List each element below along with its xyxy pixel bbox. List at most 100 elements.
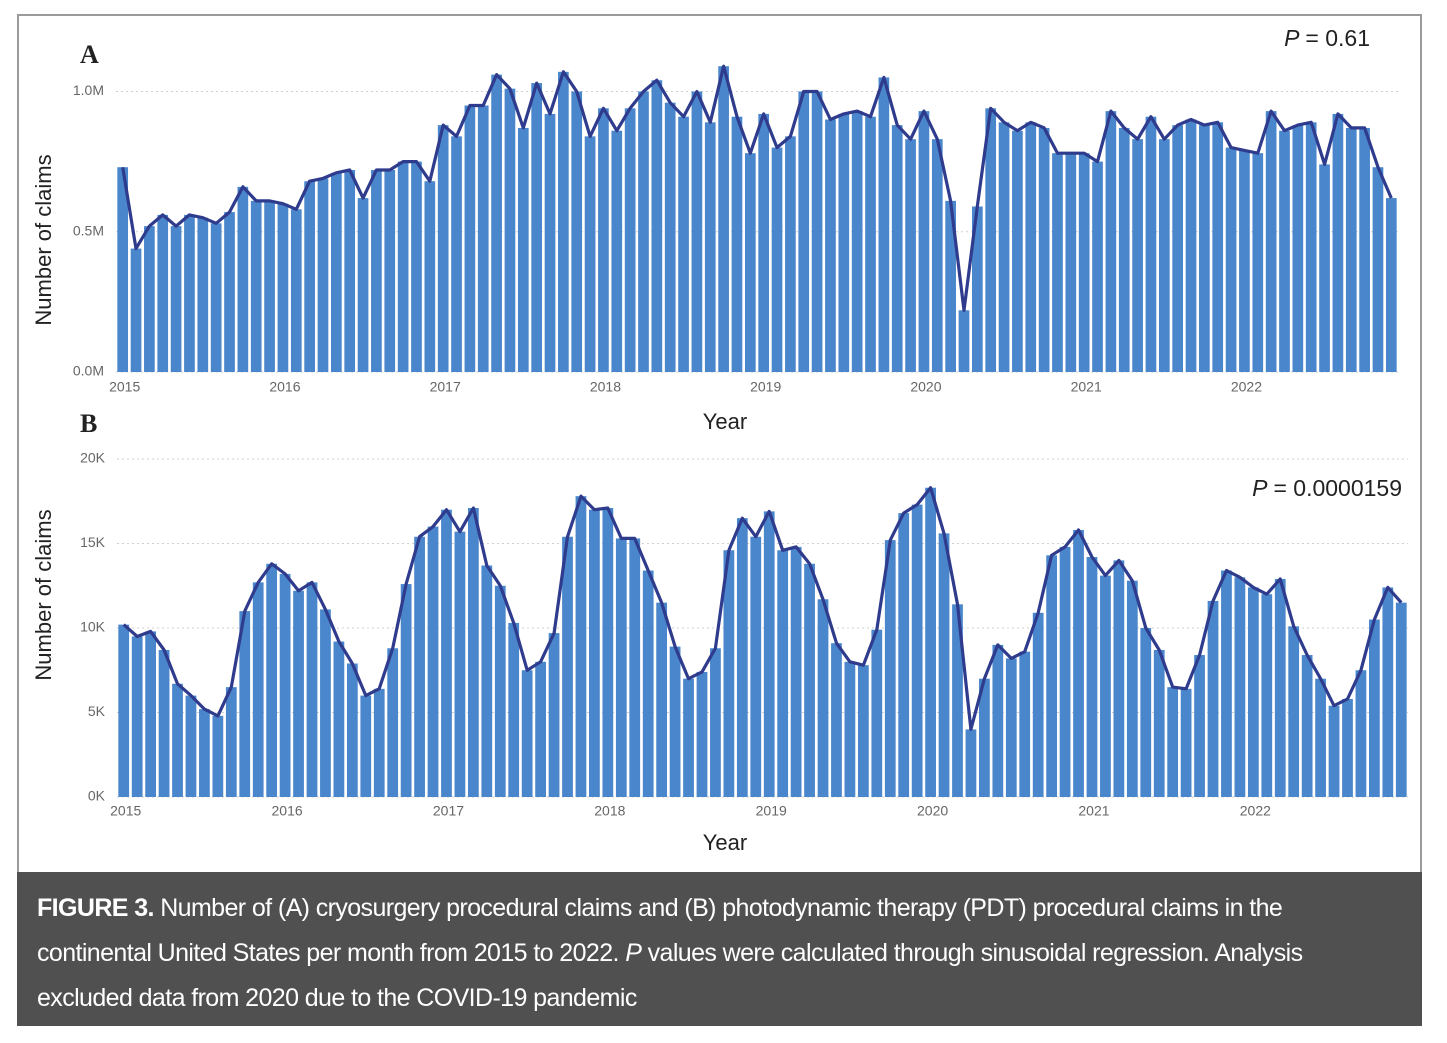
bar — [1032, 612, 1044, 797]
bar — [118, 624, 130, 797]
bar — [838, 113, 850, 373]
y-tick-label: 20K — [80, 450, 106, 466]
bar — [884, 540, 896, 797]
x-tick-label: 2017 — [430, 379, 461, 395]
bar — [306, 582, 318, 797]
bar — [508, 622, 520, 797]
annotation-symbol: P — [1284, 25, 1300, 51]
bar — [1372, 167, 1384, 372]
x-tick-label: 2021 — [1071, 379, 1102, 395]
bar — [250, 200, 262, 372]
bar — [1046, 555, 1058, 797]
bar — [1065, 153, 1077, 372]
trend-line — [122, 486, 1403, 731]
bar — [763, 511, 775, 797]
bar — [844, 661, 856, 797]
bar — [1385, 198, 1397, 372]
bar — [400, 584, 412, 797]
bar — [1025, 122, 1037, 373]
bar — [1145, 116, 1157, 372]
bar — [1279, 130, 1290, 372]
bar — [831, 643, 842, 797]
bar — [491, 74, 502, 372]
bar — [467, 508, 479, 797]
bar — [266, 563, 278, 797]
bar — [790, 546, 802, 797]
bar — [1332, 113, 1344, 373]
bar — [427, 526, 439, 797]
bar — [905, 139, 916, 372]
x-tick-label: 2020 — [910, 379, 941, 395]
bar — [1118, 127, 1130, 372]
bar — [925, 487, 936, 797]
bar — [1225, 147, 1237, 372]
bar — [504, 88, 516, 372]
y-tick-label: 0.5M — [73, 222, 104, 238]
bar — [481, 565, 493, 797]
x-tick-label: 2018 — [594, 803, 625, 819]
bar — [544, 113, 556, 373]
bar — [1100, 575, 1111, 797]
bar — [1319, 164, 1330, 372]
bar — [1194, 655, 1205, 797]
bar — [1382, 587, 1394, 797]
bar — [1355, 670, 1367, 797]
caption-italic: P — [625, 939, 642, 967]
bar — [777, 550, 789, 797]
bar — [477, 105, 489, 372]
bar — [144, 226, 155, 372]
bar — [411, 161, 422, 372]
bar — [817, 599, 829, 797]
bar — [1369, 619, 1380, 797]
bar — [1265, 111, 1277, 372]
x-tick-label: 2015 — [110, 803, 141, 819]
bar — [170, 226, 182, 372]
bar — [414, 536, 425, 797]
bar — [804, 563, 815, 797]
x-tick-label: 2019 — [750, 379, 781, 395]
bar — [304, 181, 315, 372]
caption-text: values were calculated through sinusoida… — [37, 939, 1303, 1012]
bar — [736, 518, 748, 797]
bar — [1345, 127, 1357, 372]
bar — [1252, 153, 1264, 372]
x-tick-label: 2022 — [1231, 379, 1262, 395]
bar — [1038, 127, 1050, 372]
bar — [117, 167, 129, 372]
bar — [1153, 649, 1165, 797]
bar — [911, 504, 923, 797]
bar — [558, 71, 569, 373]
y-tick-label: 5K — [88, 703, 106, 719]
x-tick-label: 2019 — [756, 803, 787, 819]
caption-label: FIGURE 3. — [37, 894, 154, 922]
bar — [210, 223, 222, 372]
bar — [131, 636, 143, 797]
bar — [293, 590, 304, 797]
y-tick-label: 1.0M — [73, 82, 104, 98]
bar — [333, 641, 345, 797]
bar — [1167, 687, 1179, 797]
bar — [199, 709, 210, 797]
bar — [531, 83, 542, 372]
bar — [1342, 698, 1353, 797]
bar — [938, 533, 950, 797]
bar — [1073, 529, 1084, 797]
x-tick-label: 2016 — [269, 379, 300, 395]
panel-label: A — [80, 40, 99, 69]
y-tick-label: 10K — [80, 619, 106, 635]
annotation-text: = 0.61 — [1305, 25, 1370, 51]
annotation: P = 0.0000159 — [1252, 475, 1402, 501]
bar — [602, 508, 614, 797]
x-tick-label: 2021 — [1078, 803, 1109, 819]
bar — [454, 531, 466, 797]
bar — [1234, 577, 1246, 797]
bar — [857, 665, 869, 797]
bar — [1172, 125, 1183, 372]
bar — [691, 91, 703, 372]
bar — [1086, 557, 1098, 797]
x-axis-title: Year — [703, 830, 747, 855]
bar — [1158, 139, 1170, 372]
bar — [851, 111, 863, 372]
bar — [871, 629, 883, 797]
bar — [811, 91, 823, 372]
